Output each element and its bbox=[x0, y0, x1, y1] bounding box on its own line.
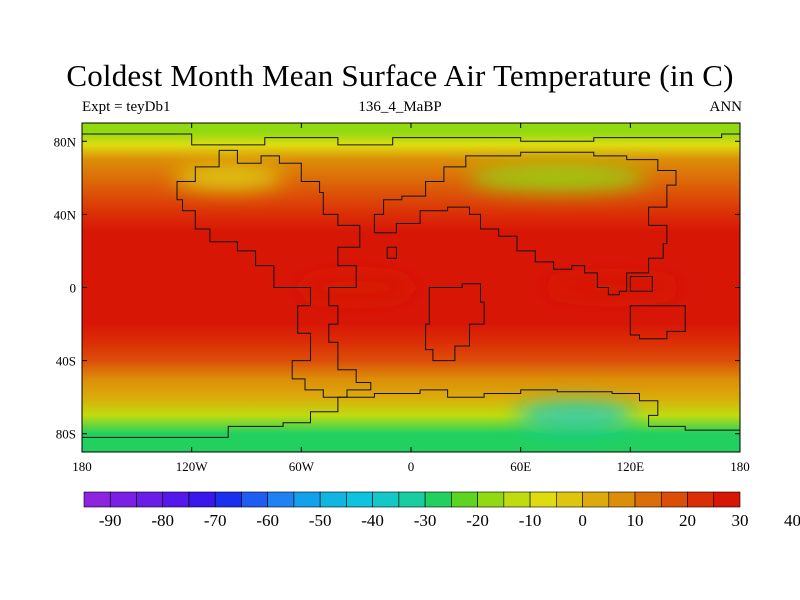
colorbar-label: -50 bbox=[309, 511, 332, 530]
colorbar-label: 10 bbox=[627, 511, 644, 530]
colorbar-swatch bbox=[319, 491, 347, 508]
colorbar-swatch bbox=[293, 491, 321, 508]
colorbar-swatch bbox=[162, 491, 190, 508]
colorbar: -90-80-70-60-50-40-30-20-1001020304050 bbox=[83, 491, 800, 530]
colorbar-label: -40 bbox=[361, 511, 384, 530]
colorbar-swatch bbox=[529, 491, 557, 508]
experiment-label: Expt = teyDb1 bbox=[82, 99, 171, 115]
colorbar-swatch bbox=[713, 491, 741, 508]
coastline-africa-south bbox=[425, 283, 485, 362]
x-tick-label: 120W bbox=[176, 459, 209, 474]
coastline-africa-asia bbox=[373, 151, 677, 296]
y-tick-label: 40S bbox=[56, 354, 76, 369]
colorbar-label: 40 bbox=[784, 511, 800, 530]
colorbar-swatch bbox=[188, 491, 216, 508]
colorbar-swatch bbox=[241, 491, 268, 508]
colorbar-swatch bbox=[556, 491, 583, 508]
colorbar-swatch bbox=[267, 491, 295, 508]
colorbar-label: 30 bbox=[732, 511, 749, 530]
anomaly-indian-ocean-hot bbox=[542, 275, 683, 300]
colorbar-swatch bbox=[214, 491, 242, 508]
colorbar-label: -90 bbox=[99, 511, 122, 530]
season-label: ANN bbox=[709, 99, 743, 115]
colorbar-swatch bbox=[424, 491, 452, 508]
colorbar-swatch bbox=[136, 491, 164, 508]
longitude-axis: 180 120W 60W 0 60E 120E 180 bbox=[72, 123, 750, 474]
coastline-se-asia-island bbox=[629, 276, 653, 292]
colorbar-label: -60 bbox=[256, 511, 279, 530]
colorbar-label: -10 bbox=[519, 511, 542, 530]
chart-title: Coldest Month Mean Surface Air Temperatu… bbox=[66, 58, 734, 93]
colorbar-label: 20 bbox=[679, 511, 696, 530]
colorbar-label: 0 bbox=[578, 511, 587, 530]
colorbar-swatch bbox=[372, 491, 400, 508]
colorbar-swatch bbox=[582, 491, 610, 508]
colorbar-label: -30 bbox=[414, 511, 437, 530]
x-tick-label: 120E bbox=[617, 459, 645, 474]
colorbar-swatch bbox=[503, 491, 531, 508]
x-tick-label: 60W bbox=[289, 459, 315, 474]
colorbar-swatch bbox=[477, 491, 505, 508]
y-tick-label: 80N bbox=[54, 134, 77, 149]
y-tick-label: 80S bbox=[56, 427, 76, 442]
colorbar-swatch bbox=[451, 491, 478, 508]
coastline-americas-europe bbox=[176, 149, 372, 398]
anomaly-north-america-cold bbox=[173, 165, 284, 190]
latitude-axis: 80N 40N 0 40S 80S bbox=[54, 134, 740, 442]
x-tick-label: 180 bbox=[730, 459, 750, 474]
continent-outlines bbox=[82, 133, 740, 438]
colorbar-swatch bbox=[398, 491, 426, 508]
colorbar-swatch bbox=[660, 491, 688, 508]
coastline-australia-edge bbox=[629, 305, 686, 340]
colorbar-swatch bbox=[346, 491, 373, 508]
y-tick-label: 40N bbox=[54, 207, 77, 222]
colorbar-label: -70 bbox=[204, 511, 227, 530]
colorbar-label: -80 bbox=[151, 511, 174, 530]
x-tick-label: 60E bbox=[510, 459, 531, 474]
x-tick-label: 0 bbox=[408, 459, 415, 474]
period-label: 136_4_MaBP bbox=[358, 99, 442, 115]
anomaly-north-asia-cold bbox=[467, 163, 648, 192]
anomaly-antarctica-cold bbox=[515, 401, 636, 430]
y-tick-label: 0 bbox=[70, 281, 77, 296]
coastline-antarctica bbox=[82, 389, 740, 438]
colorbar-swatch bbox=[83, 491, 111, 508]
colorbar-label: -20 bbox=[466, 511, 489, 530]
colorbar-swatch bbox=[687, 491, 715, 508]
colorbar-swatch bbox=[608, 491, 636, 508]
coastline-india-island bbox=[386, 246, 397, 259]
colorbar-swatch bbox=[109, 491, 137, 508]
temperature-field bbox=[82, 123, 740, 452]
x-tick-label: 180 bbox=[72, 459, 92, 474]
colorbar-swatch bbox=[634, 491, 662, 508]
coastline-north-landmass bbox=[82, 133, 740, 146]
